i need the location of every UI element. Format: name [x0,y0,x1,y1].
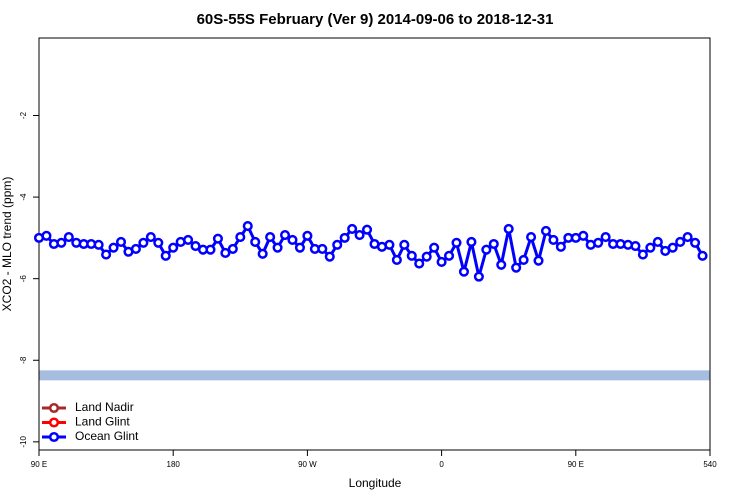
y-tick-label: -4 [19,193,28,201]
data-point [697,250,708,261]
data-point [294,242,305,253]
data-point [451,237,462,248]
data-point [168,242,179,253]
band [39,370,710,381]
data-point [227,243,238,254]
data-point [503,223,514,234]
data-point [496,259,507,270]
data-point [212,233,223,244]
data-point [160,250,171,261]
data-point [63,232,74,243]
x-tick-label: 180 [167,460,181,469]
data-point [205,244,216,255]
legend-label: Land Nadir [75,400,134,414]
data-point [540,225,552,236]
data-point [399,239,410,250]
y-tick-label: -10 [19,436,28,448]
data-point [242,221,253,232]
data-point [436,256,447,267]
data-point [190,240,201,252]
data-point [183,234,194,245]
legend-marker [48,417,60,428]
data-point [518,254,529,265]
data-point [101,249,112,260]
legend-label: Ocean Glint [75,429,139,443]
data-point [481,244,492,255]
data-point [220,247,231,259]
data-point [153,237,164,248]
data-point [690,237,701,248]
y-tick-label: -2 [19,111,28,119]
data-point [533,255,544,266]
data-point [652,236,663,248]
data-point [526,232,537,243]
data-point [324,251,335,262]
data-point [600,232,611,243]
data-point [473,271,484,282]
data-point [578,230,589,241]
data-point [287,234,298,245]
data-point [108,242,119,253]
data-point [406,250,417,261]
data-point [257,248,268,259]
data-point [145,232,156,243]
data-point [675,236,686,248]
data-point [317,243,328,254]
chart-title: 60S-55S February (Ver 9) 2014-09-06 to 2… [197,11,554,28]
data-point [593,237,604,248]
data-point [347,223,358,234]
data-point [384,239,395,250]
data-point [361,224,373,235]
x-tick-label: 540 [703,460,717,469]
data-point [511,262,522,273]
data-point [130,243,141,254]
x-tick-label: 0 [439,460,444,469]
data-point [667,242,678,253]
data-point [391,254,402,265]
data-point [414,258,425,269]
data-point [354,229,365,241]
data-point [235,232,246,243]
data-point [339,232,350,243]
legend-marker [48,431,60,443]
y-tick-label: -6 [19,275,28,283]
data-point [630,240,641,252]
data-point [637,249,648,260]
x-tick-label: 90 E [568,460,584,469]
y-tick-label: -8 [19,356,28,364]
legend-label: Land Glint [75,415,130,429]
data-point [466,236,477,248]
legend-marker [48,402,60,414]
data-point [56,237,67,248]
data-point [279,229,291,241]
data-point [555,241,566,252]
data-point [332,239,343,250]
data-point [429,242,440,253]
data-point [93,239,104,250]
data-point [302,230,313,241]
data-point [645,242,656,253]
x-axis-label: Longitude [349,476,402,490]
data-point [548,234,559,245]
data-point [250,236,261,248]
data-point [421,251,432,262]
plot-frame [38,37,711,451]
x-tick-label: 90 E [31,460,47,469]
data-point [115,236,127,248]
data-point [41,230,52,241]
data-point [458,266,470,277]
data-point [682,232,693,243]
data-point [265,232,276,243]
data-point [444,250,455,261]
y-axis-label: XCO2 - MLO trend (ppm) [0,177,14,312]
data-point [488,238,499,250]
data-point [138,237,149,248]
data-point [272,242,283,253]
x-tick-label: 90 W [298,460,317,469]
